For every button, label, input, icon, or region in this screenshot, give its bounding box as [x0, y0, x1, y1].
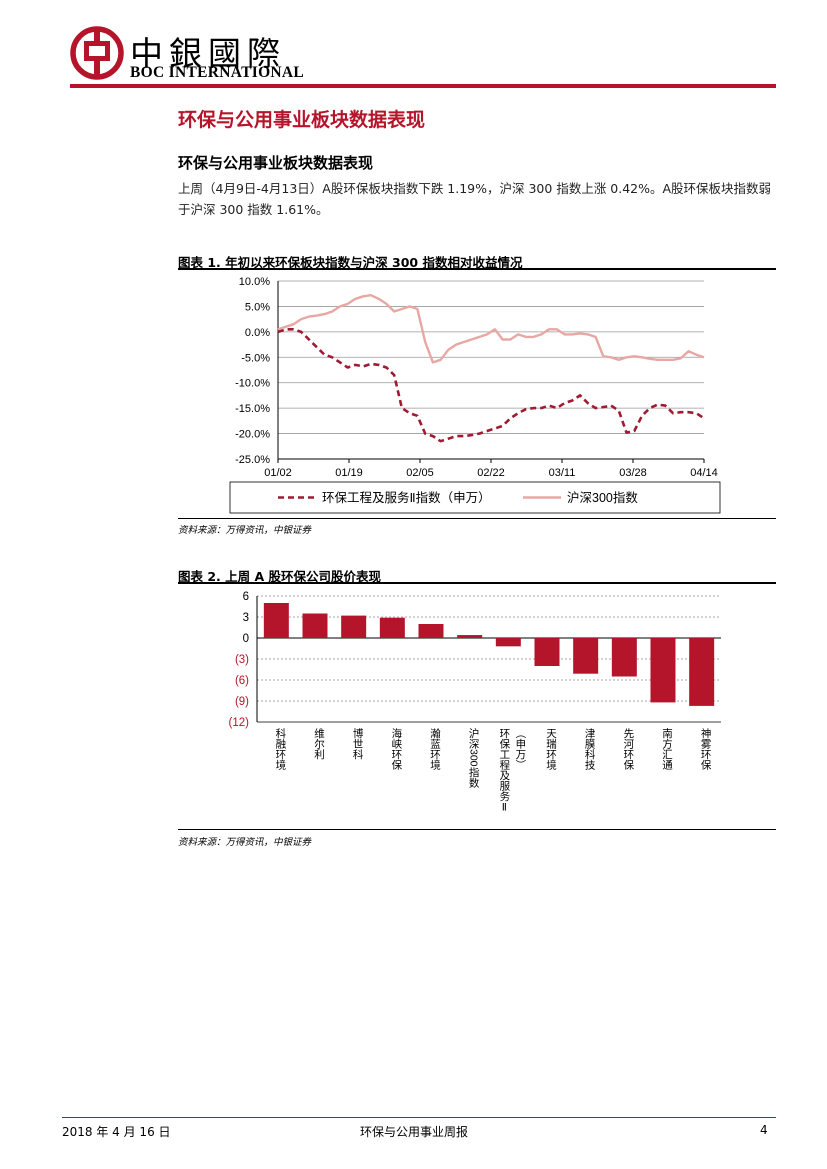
x-tick-label: 02/22 — [477, 467, 505, 479]
x-tick-label: 01/02 — [264, 467, 292, 479]
y-tick-label: 3 — [243, 612, 249, 624]
category-label: 海峡环保 — [390, 727, 402, 771]
x-tick-label: 01/19 — [335, 467, 363, 479]
x-tick-label: 03/28 — [619, 467, 647, 479]
y-tick-label: -5.0% — [241, 352, 270, 364]
figure2-bottom-rule — [178, 829, 776, 830]
category-label: 天瑞环境 — [545, 728, 557, 771]
y-tick-label: -10.0% — [235, 378, 270, 390]
figure2-source: 资料来源：万得资讯，中银证券 — [178, 837, 312, 848]
logo-english: BOC INTERNATIONAL — [130, 64, 305, 81]
y-tick-label: 10.0% — [239, 276, 270, 288]
category-label: 瀚蓝环境 — [429, 727, 441, 771]
x-tick-label: 03/11 — [549, 467, 576, 479]
x-tick-label: 04/14 — [690, 467, 718, 479]
bar — [650, 638, 676, 703]
category-label: 津膜科技 — [584, 728, 596, 771]
figure2-top-rule — [178, 582, 776, 584]
bar — [457, 635, 483, 638]
bar — [573, 638, 599, 674]
bar — [495, 638, 521, 647]
y-tick-label: 0.0% — [245, 327, 270, 339]
bar — [534, 638, 560, 666]
footer-rule — [62, 1117, 776, 1118]
legend-label-2: 沪深300指数 — [567, 490, 638, 505]
bar — [341, 615, 367, 638]
category-label: （申万） — [514, 728, 526, 770]
category-label: 神雾环保 — [700, 727, 712, 771]
boc-logo-icon — [70, 26, 124, 80]
y-tick-label: -15.0% — [235, 403, 270, 415]
y-tick-label: (9) — [235, 696, 249, 708]
footer-date: 2018 年 4 月 16 日 — [62, 1125, 171, 1139]
category-label: 南方汇通 — [661, 727, 673, 770]
bar — [611, 638, 637, 677]
bar — [302, 613, 328, 638]
category-label: 环保工程及服务Ⅱ — [498, 728, 510, 814]
legend-label-1: 环保工程及服务Ⅱ指数（申万） — [322, 490, 491, 505]
y-tick-label: (6) — [235, 675, 249, 687]
x-tick-label: 02/05 — [406, 467, 434, 479]
category-label: 先河环保 — [622, 728, 634, 771]
figure2-bar-chart: 6 3 0 (3) (6) (9) (12) 科融环境 维尔利 博世科 海峡环保 瀚蓝环境 沪深300指… — [229, 591, 721, 814]
figure1-source: 资料来源：万得资讯，中银证券 — [178, 525, 312, 536]
section-title: 环保与公用事业板块数据表现 — [178, 109, 426, 131]
category-label: 科融环境 — [274, 727, 286, 771]
figure2-title: 图表 2. 上周 A 股环保公司股价表现 — [178, 569, 382, 584]
figure1-bottom-rule — [178, 518, 776, 519]
y-tick-label: (12) — [229, 717, 250, 729]
bar — [689, 638, 715, 706]
summary-paragraph: 上周（4月9日-4月13日）A股环保板块指数下跌 1.19%，沪深 300 指数… — [178, 181, 772, 217]
bar — [263, 603, 289, 638]
series-line-2 — [277, 294, 705, 364]
category-label: 维尔利 — [313, 727, 325, 759]
y-tick-label: (3) — [235, 654, 249, 666]
boc-logo — [70, 26, 124, 80]
header-bar — [70, 84, 776, 88]
category-label: 博世科 — [352, 727, 364, 760]
y-tick-label: 6 — [243, 591, 249, 603]
bar — [379, 617, 405, 638]
figure1-line-chart: 10.0% 5.0% 0.0% -5.0% -10.0% -15.0% -20.0% -25.… — [229, 276, 721, 514]
logo-chinese: 中銀國際 — [130, 34, 286, 73]
category-label: 沪深300指数 — [468, 727, 480, 788]
bar — [418, 624, 444, 638]
page-number: 4 — [760, 1123, 768, 1137]
footer-title: 环保与公用事业周报 — [360, 1125, 469, 1139]
y-tick-label: 5.0% — [245, 301, 270, 313]
series-line-1 — [277, 327, 705, 443]
y-tick-label: -20.0% — [235, 429, 270, 441]
figure1-top-rule — [178, 268, 776, 270]
subsection-title: 环保与公用事业板块数据表现 — [178, 154, 374, 172]
y-tick-label: 0 — [243, 633, 249, 645]
figure1-title: 图表 1. 年初以来环保板块指数与沪深 300 指数相对收益情况 — [178, 255, 523, 270]
y-tick-label: -25.0% — [235, 454, 270, 466]
